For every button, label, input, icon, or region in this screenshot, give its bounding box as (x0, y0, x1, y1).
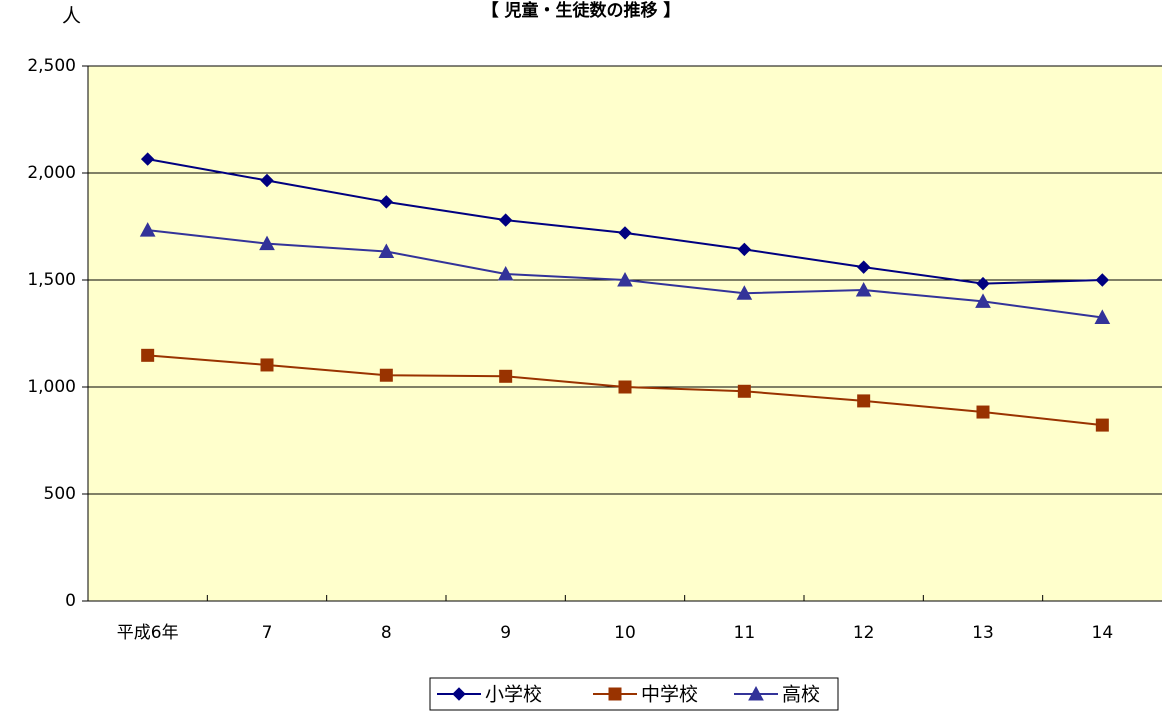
x-tick-label: 10 (614, 623, 636, 643)
data-point (617, 271, 633, 287)
data-point (260, 358, 274, 372)
chart-title: 【 児童・生徒数の推移 】 (482, 0, 681, 21)
data-point (260, 173, 274, 188)
plot-area (88, 66, 1162, 601)
series-2 (141, 348, 1109, 432)
y-tick-label: 500 (44, 484, 76, 504)
data-point (976, 276, 990, 291)
data-point (736, 285, 753, 300)
series-layer (139, 152, 1111, 432)
legend-marker (452, 687, 466, 701)
series-1 (140, 152, 1110, 291)
data-point (140, 152, 155, 166)
legend-label: 中学校 (641, 684, 698, 706)
data-point (141, 348, 155, 362)
legend: 小学校 中学校 高校 (429, 677, 839, 711)
y-axis-tick-labels: 0 500 1,000 1,500 2,000 2,500 (27, 56, 76, 611)
data-point (498, 213, 513, 227)
y-tick-label: 2,000 (27, 163, 76, 183)
y-tick-label: 1,000 (27, 377, 76, 397)
x-axis-tick-labels: 平成6年 7 8 9 10 11 12 13 14 (117, 623, 1113, 643)
data-point (618, 380, 632, 394)
data-point (737, 384, 751, 398)
legend-marker (748, 685, 764, 701)
data-point (618, 226, 632, 240)
x-tick-label: 11 (734, 623, 756, 643)
data-point (856, 260, 871, 274)
x-tick-label: 9 (500, 623, 511, 643)
data-point (259, 235, 275, 251)
data-point (1094, 309, 1111, 324)
x-tick-label: 8 (381, 623, 392, 643)
data-point (857, 394, 871, 408)
x-tick-label: 平成6年 (117, 623, 179, 643)
legend-marker (608, 687, 622, 701)
y-axis-unit-label: 人 (62, 5, 81, 27)
data-point (497, 265, 514, 281)
data-point (737, 242, 752, 257)
y-tick-label: 2,500 (27, 56, 76, 76)
x-tick-label: 12 (853, 623, 875, 643)
x-tick-label: 7 (262, 623, 273, 643)
x-tick-label: 14 (1092, 623, 1114, 643)
data-point (1095, 273, 1110, 287)
data-point (379, 368, 393, 382)
data-point (499, 369, 513, 383)
axes (82, 65, 1162, 602)
series-3 (139, 222, 1111, 324)
legend-label: 高校 (782, 684, 820, 706)
data-point (975, 293, 991, 308)
x-tick-label: 13 (972, 623, 994, 643)
data-point (379, 195, 394, 209)
legend-label: 小学校 (485, 684, 542, 706)
y-tick-label: 0 (65, 591, 76, 611)
data-point (855, 282, 872, 297)
y-tick-label: 1,500 (27, 270, 76, 290)
data-point (1095, 418, 1109, 432)
data-point (139, 222, 156, 237)
data-point (378, 243, 395, 259)
data-point (976, 405, 990, 419)
